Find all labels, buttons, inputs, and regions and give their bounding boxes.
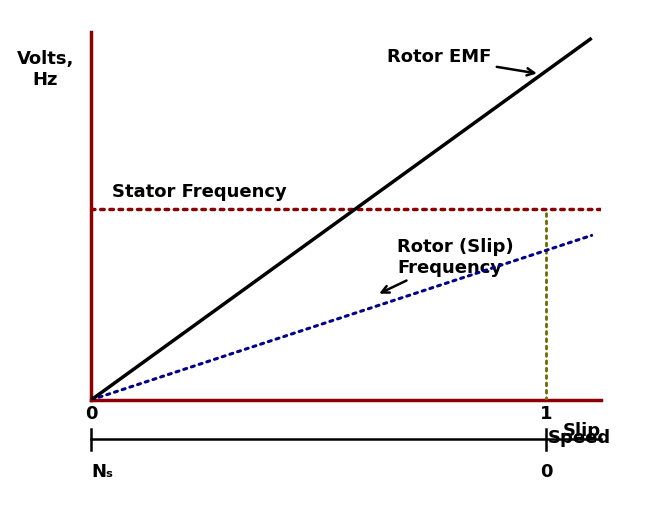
Text: 0: 0 xyxy=(540,463,552,481)
Text: Rotor (Slip)
Frequency: Rotor (Slip) Frequency xyxy=(381,238,514,292)
Text: Speed: Speed xyxy=(548,429,611,447)
Text: Slip: Slip xyxy=(563,422,601,440)
Text: Stator Frequency: Stator Frequency xyxy=(112,183,287,201)
Text: Nₛ: Nₛ xyxy=(91,463,113,481)
Y-axis label: Volts,
Hz: Volts, Hz xyxy=(17,50,74,89)
Text: Rotor EMF: Rotor EMF xyxy=(387,48,534,75)
